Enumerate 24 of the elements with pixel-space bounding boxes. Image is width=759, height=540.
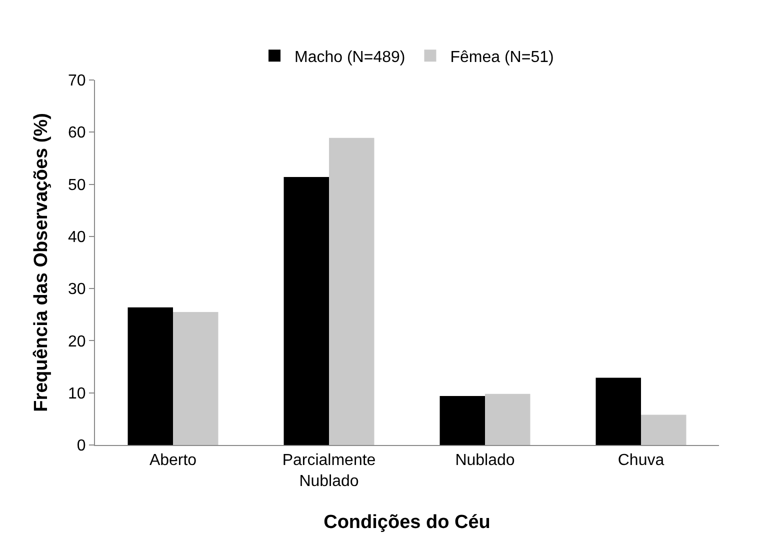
bar: [596, 378, 641, 445]
y-tick-label: 40: [68, 229, 86, 246]
bar: [173, 312, 218, 445]
bar: [128, 307, 173, 445]
x-tick-label: Aberto: [149, 452, 197, 470]
bar: [641, 414, 686, 445]
y-tick-label: 70: [68, 72, 86, 90]
x-tick-label: Nublado: [455, 452, 515, 470]
x-tick-label: Parcialmente Nublado: [282, 452, 376, 490]
y-tick-label: 10: [68, 385, 86, 402]
legend-label: Fêmea (N=51): [450, 48, 554, 66]
y-tick-label: 60: [68, 124, 86, 142]
y-tick-label: 0: [76, 438, 86, 455]
x-tick-label: Chuva: [618, 452, 664, 470]
bar: [329, 138, 374, 445]
y-tick-label: 30: [68, 281, 86, 298]
y-tick-label: 20: [68, 333, 86, 350]
y-tick-label: 50: [68, 176, 86, 194]
legend-label: Macho (N=489): [294, 48, 406, 66]
x-axis-title: Condições do Céu: [324, 512, 490, 533]
bar: [284, 176, 329, 445]
bar: [485, 394, 530, 445]
bar: [440, 396, 485, 445]
y-axis-title: Frequência das Observações (%): [30, 113, 52, 412]
